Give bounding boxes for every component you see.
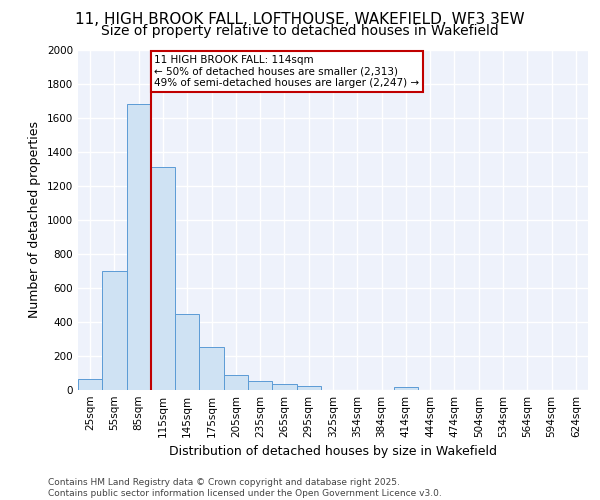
X-axis label: Distribution of detached houses by size in Wakefield: Distribution of detached houses by size … (169, 446, 497, 458)
Bar (78, 379, 102, 390)
Bar (199, 346, 224, 390)
Bar (394, 388, 418, 390)
Bar (127, 104, 151, 390)
Bar (102, 271, 127, 390)
Text: Size of property relative to detached houses in Wakefield: Size of property relative to detached ho… (101, 24, 499, 38)
Text: Contains HM Land Registry data © Crown copyright and database right 2025.
Contai: Contains HM Land Registry data © Crown c… (48, 478, 442, 498)
Bar (296, 386, 321, 390)
Bar (224, 374, 248, 390)
Bar (175, 314, 199, 390)
Text: 11, HIGH BROOK FALL, LOFTHOUSE, WAKEFIELD, WF3 3EW: 11, HIGH BROOK FALL, LOFTHOUSE, WAKEFIEL… (75, 12, 525, 28)
Bar (272, 384, 296, 390)
Bar (248, 380, 272, 390)
Text: 11 HIGH BROOK FALL: 114sqm
← 50% of detached houses are smaller (2,313)
49% of s: 11 HIGH BROOK FALL: 114sqm ← 50% of deta… (155, 55, 419, 88)
Bar (151, 168, 175, 390)
Y-axis label: Number of detached properties: Number of detached properties (28, 122, 41, 318)
